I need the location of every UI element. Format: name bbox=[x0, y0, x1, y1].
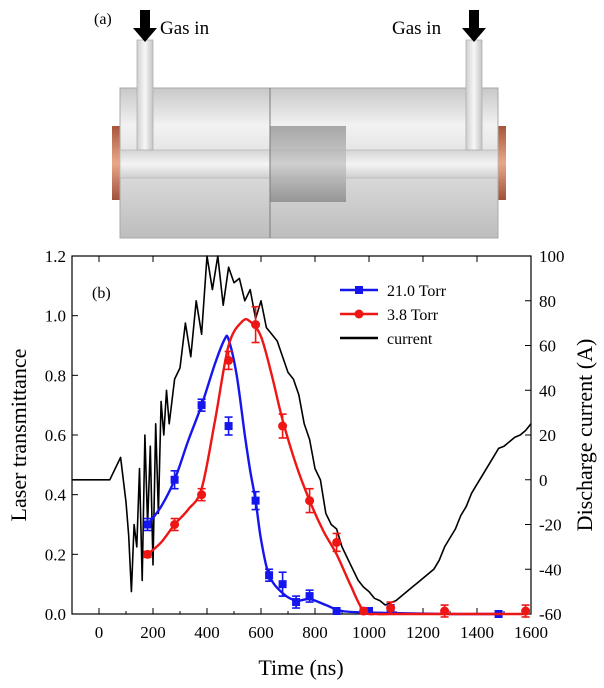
y2-tick-label: -40 bbox=[539, 560, 562, 579]
data-point-s38 bbox=[440, 606, 450, 616]
data-point-s21 bbox=[332, 607, 341, 616]
x-tick-label: 0 bbox=[95, 623, 104, 642]
y-axis-label: Laser transmittance bbox=[6, 349, 31, 522]
legend-label-current: current bbox=[387, 331, 433, 348]
x-tick-label: 400 bbox=[194, 623, 220, 642]
tube-illustration bbox=[112, 39, 506, 239]
center-electrode bbox=[270, 126, 346, 202]
x-tick-label: 600 bbox=[248, 623, 274, 642]
panel-b-label: (b) bbox=[92, 285, 111, 302]
series-line-current bbox=[72, 255, 532, 606]
y2-tick-label: -20 bbox=[539, 516, 562, 535]
plot-frame bbox=[71, 255, 532, 615]
y2-tick-label: 80 bbox=[539, 292, 556, 311]
data-point-s38 bbox=[170, 520, 180, 529]
data-point-s21 bbox=[143, 520, 152, 529]
data-point-s38 bbox=[386, 603, 396, 613]
x-tick-label: 200 bbox=[140, 623, 166, 642]
y-tick-label: 0.4 bbox=[45, 486, 67, 505]
y-tick-label: 1.0 bbox=[45, 307, 66, 326]
data-point-s38 bbox=[359, 606, 369, 616]
inlet-pipe-left bbox=[136, 39, 154, 151]
y-tick-label: 0.0 bbox=[45, 605, 66, 624]
panel-b-chart: 0 200 400 600 800 1000 1200 1400 16000.00.20.40.… bbox=[6, 247, 597, 680]
legend-item-current: current bbox=[340, 331, 433, 348]
data-point-s38 bbox=[305, 496, 315, 506]
data-point-s21 bbox=[251, 496, 260, 505]
gas-in-arrow-left-icon bbox=[133, 10, 157, 42]
x-tick-label: 1200 bbox=[406, 623, 440, 642]
y2-tick-label: 20 bbox=[539, 426, 556, 445]
data-point-s38 bbox=[332, 537, 342, 547]
y2-tick-label: -60 bbox=[539, 605, 562, 624]
x-tick-label: 800 bbox=[302, 623, 328, 642]
tick-labels: 0 200 400 600 800 1000 1200 1400 16000.00.20.40.… bbox=[45, 247, 565, 642]
x-axis-label: Time (ns) bbox=[258, 655, 343, 680]
data-point-s21 bbox=[365, 607, 373, 616]
series-fit-s38 bbox=[146, 318, 526, 616]
y2-tick-label: 60 bbox=[539, 337, 556, 356]
x-tick-label: 1400 bbox=[460, 623, 494, 642]
x-tick-label: 1600 bbox=[514, 623, 548, 642]
data-point-s21 bbox=[292, 598, 301, 607]
legend-item-3-8-torr: 3.8 Torr bbox=[340, 307, 439, 324]
y-tick-label: 0.6 bbox=[45, 426, 66, 445]
legend-label-21-torr: 21.0 Torr bbox=[387, 283, 447, 300]
data-point-s38 bbox=[143, 549, 153, 559]
y2-axis-label: Discharge current (A) bbox=[572, 339, 597, 532]
data-point-s38 bbox=[278, 421, 288, 431]
copper-end-right bbox=[496, 126, 506, 200]
data-point-s38 bbox=[197, 490, 207, 500]
x-tick-label: 1000 bbox=[352, 623, 386, 642]
gas-in-label-right: Gas in bbox=[392, 18, 442, 39]
data-point-s21 bbox=[305, 592, 314, 601]
y-tick-label: 1.2 bbox=[45, 247, 66, 266]
series-layer bbox=[72, 255, 532, 618]
data-point-s38 bbox=[251, 320, 261, 330]
data-point-s21 bbox=[265, 571, 274, 580]
gas-in-arrow-right-icon bbox=[462, 10, 486, 42]
legend: 21.0 Torr 3.8 Torr current bbox=[340, 283, 447, 348]
copper-end-left bbox=[112, 126, 122, 200]
tick-marks bbox=[71, 255, 532, 615]
y2-tick-label: 0 bbox=[539, 471, 548, 490]
panel-a-label: (a) bbox=[94, 11, 112, 28]
data-point-s21 bbox=[170, 475, 179, 484]
y-tick-label: 0.8 bbox=[45, 366, 66, 385]
panel-a: (a) Gas in Gas in bbox=[94, 10, 506, 239]
y2-tick-label: 100 bbox=[539, 247, 565, 266]
series-fit-s21 bbox=[146, 334, 499, 616]
data-point-s38 bbox=[521, 606, 531, 616]
legend-label-3-8-torr: 3.8 Torr bbox=[387, 307, 439, 324]
y2-tick-label: 40 bbox=[539, 381, 556, 400]
legend-item-21-torr: 21.0 Torr bbox=[340, 283, 447, 300]
data-point-s21 bbox=[224, 422, 233, 431]
inlet-pipe-right bbox=[465, 39, 483, 151]
data-point-s21 bbox=[197, 401, 206, 410]
gas-in-label-left: Gas in bbox=[160, 18, 210, 39]
data-point-s38 bbox=[224, 355, 234, 365]
data-point-s21 bbox=[278, 580, 287, 589]
y-tick-label: 0.2 bbox=[45, 545, 66, 564]
